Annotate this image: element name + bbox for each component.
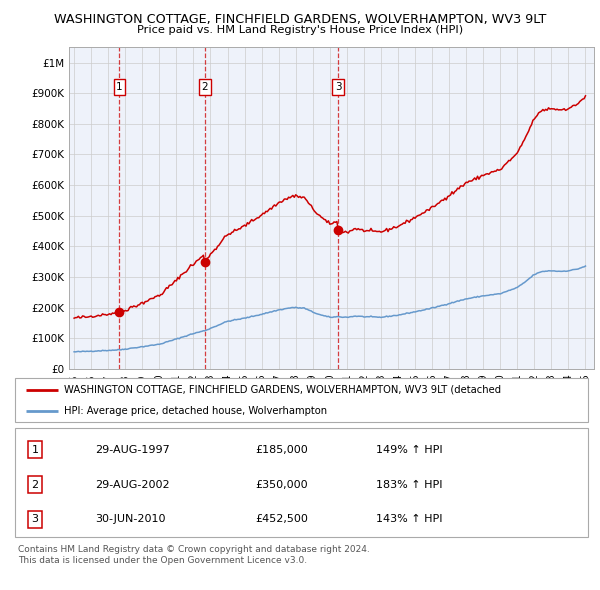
Text: £185,000: £185,000 [256,445,308,454]
Text: 3: 3 [335,82,341,92]
Text: £452,500: £452,500 [256,514,308,525]
Text: 183% ↑ HPI: 183% ↑ HPI [376,480,442,490]
Text: 2: 2 [31,480,38,490]
FancyBboxPatch shape [15,428,588,537]
Text: This data is licensed under the Open Government Licence v3.0.: This data is licensed under the Open Gov… [18,556,307,565]
Text: 29-AUG-1997: 29-AUG-1997 [95,445,170,454]
Text: 143% ↑ HPI: 143% ↑ HPI [376,514,442,525]
Text: HPI: Average price, detached house, Wolverhampton: HPI: Average price, detached house, Wolv… [64,406,327,416]
Text: 2: 2 [202,82,208,92]
FancyBboxPatch shape [15,378,588,422]
Text: WASHINGTON COTTAGE, FINCHFIELD GARDENS, WOLVERHAMPTON, WV3 9LT (detached: WASHINGTON COTTAGE, FINCHFIELD GARDENS, … [64,385,501,395]
Text: 149% ↑ HPI: 149% ↑ HPI [376,445,443,454]
Text: Contains HM Land Registry data © Crown copyright and database right 2024.: Contains HM Land Registry data © Crown c… [18,545,370,553]
Text: 29-AUG-2002: 29-AUG-2002 [95,480,170,490]
Text: 1: 1 [32,445,38,454]
Text: Price paid vs. HM Land Registry's House Price Index (HPI): Price paid vs. HM Land Registry's House … [137,25,463,35]
Text: 3: 3 [32,514,38,525]
Text: WASHINGTON COTTAGE, FINCHFIELD GARDENS, WOLVERHAMPTON, WV3 9LT: WASHINGTON COTTAGE, FINCHFIELD GARDENS, … [54,13,546,26]
Text: £350,000: £350,000 [256,480,308,490]
Text: 1: 1 [116,82,123,92]
Text: 30-JUN-2010: 30-JUN-2010 [95,514,166,525]
